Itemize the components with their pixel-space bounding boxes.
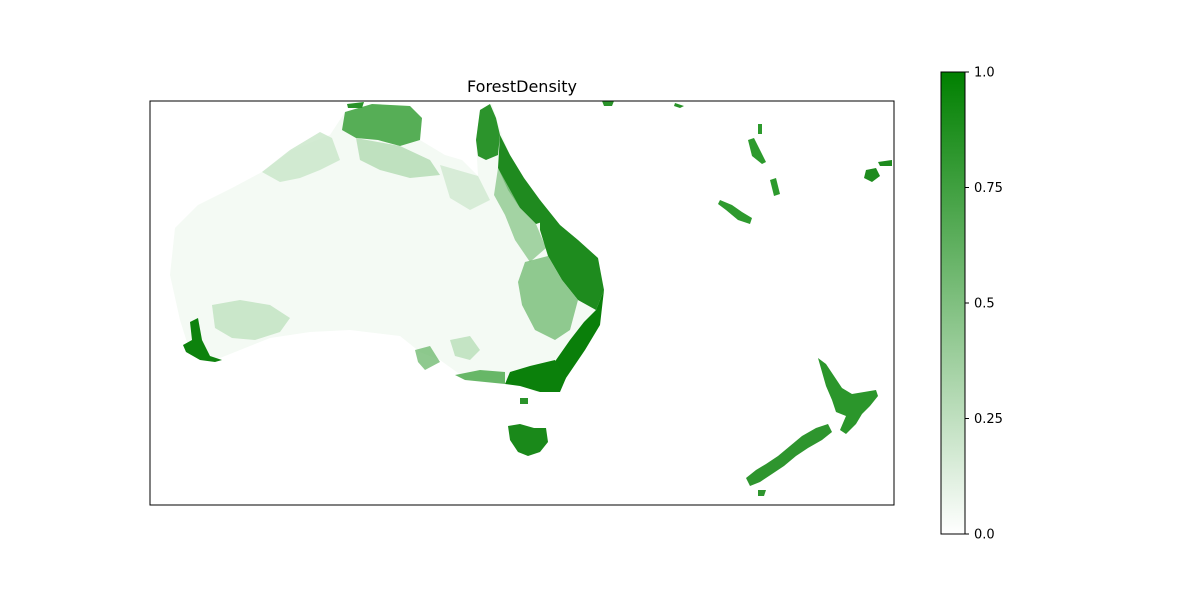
fiji-north — [878, 160, 892, 166]
qld-inland-forest — [494, 168, 546, 262]
vanuatu — [748, 138, 766, 164]
arnhem-forest — [342, 104, 422, 146]
colorbar: 0.0 0.25 0.5 0.75 1.0 — [940, 66, 1003, 543]
top-end-forest — [262, 132, 340, 182]
vanuatu-north — [758, 124, 762, 134]
qld-coast-forest — [498, 135, 548, 224]
nsw-coast-forest — [546, 290, 604, 392]
nz-north-island — [818, 358, 878, 434]
sa-forest — [450, 336, 480, 360]
tasmania — [508, 424, 548, 456]
png-tip-2 — [674, 103, 684, 108]
nz-south-island — [746, 424, 832, 486]
map-area — [150, 101, 894, 505]
fiji — [864, 168, 880, 182]
map-title: ForestDensity — [467, 77, 577, 96]
colorbar-tick-label: 1.0 — [974, 66, 995, 81]
sw-wa-forest — [183, 318, 222, 362]
map-frame — [149, 100, 895, 506]
colorbar-tick-label: 0.0 — [974, 528, 995, 543]
east-highlands-forest — [540, 200, 604, 310]
victoria-forest — [505, 360, 566, 392]
nsw-inland-forest — [518, 256, 578, 340]
arnhem-inland — [356, 138, 440, 178]
victoria-west-forest — [455, 370, 505, 384]
vanuatu-south — [770, 178, 780, 196]
colorbar-tick-label: 0.5 — [974, 297, 995, 312]
colorbar-tick-label: 0.75 — [974, 181, 1003, 196]
new-caledonia — [718, 200, 752, 224]
png-tip — [602, 101, 614, 106]
wa-inland-forest — [212, 300, 290, 340]
stewart-island — [758, 490, 766, 496]
sa-gulf-forest — [415, 346, 440, 370]
colorbar-gradient — [940, 71, 966, 535]
tiwi-islands — [347, 102, 364, 108]
bass-strait-island — [520, 398, 528, 404]
colorbar-tick-label: 0.25 — [974, 412, 1003, 427]
cape-york-forest — [476, 104, 500, 160]
colorbar-ticks: 0.0 0.25 0.5 0.75 1.0 — [965, 66, 1003, 543]
gulf-country — [440, 165, 490, 210]
